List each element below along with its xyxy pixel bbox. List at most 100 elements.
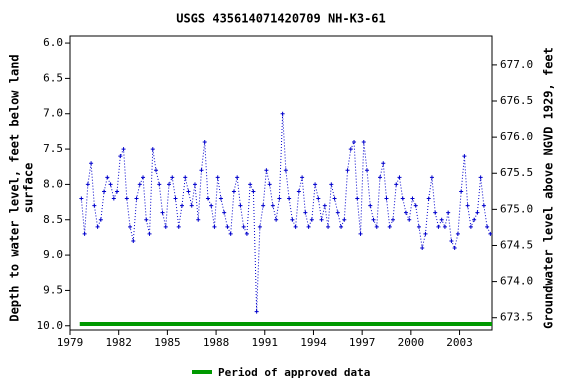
data-point	[241, 224, 246, 229]
data-point	[309, 217, 314, 222]
data-point	[433, 210, 438, 215]
data-point	[335, 210, 340, 215]
data-point	[144, 217, 149, 222]
y2-tick-label: 675.5	[500, 166, 533, 179]
data-point	[209, 203, 214, 208]
data-point	[173, 196, 178, 201]
data-point	[274, 217, 279, 222]
data-point	[439, 217, 444, 222]
data-point	[131, 238, 136, 243]
data-point	[147, 231, 152, 236]
data-point	[287, 196, 292, 201]
data-point	[124, 196, 129, 201]
data-point	[403, 210, 408, 215]
data-point	[371, 217, 376, 222]
data-point	[348, 147, 353, 152]
data-point	[163, 224, 168, 229]
y2-tick-label: 674.0	[500, 275, 533, 288]
y2-tick-label: 673.5	[500, 311, 533, 324]
data-point	[137, 182, 142, 187]
data-point	[218, 196, 223, 201]
data-point	[449, 238, 454, 243]
data-point	[102, 189, 107, 194]
data-point	[179, 203, 184, 208]
data-point	[410, 196, 415, 201]
x-tick-label: 1985	[154, 336, 181, 349]
data-point	[92, 203, 97, 208]
data-point	[472, 217, 477, 222]
data-point	[293, 224, 298, 229]
data-point	[121, 147, 126, 152]
data-point	[378, 175, 383, 180]
y-tick-label: 9.0	[43, 248, 63, 261]
data-point	[251, 189, 256, 194]
data-point	[397, 175, 402, 180]
data-point	[313, 182, 318, 187]
data-point	[436, 224, 441, 229]
data-point	[176, 224, 181, 229]
data-point	[257, 224, 262, 229]
data-point	[387, 224, 392, 229]
data-point	[413, 203, 418, 208]
data-point	[277, 196, 282, 201]
data-point	[186, 189, 191, 194]
data-point	[154, 168, 159, 173]
data-point	[468, 224, 473, 229]
data-point	[300, 175, 305, 180]
data-point	[167, 182, 172, 187]
data-point	[183, 175, 188, 180]
data-point	[111, 196, 116, 201]
data-point	[384, 196, 389, 201]
data-point	[244, 231, 249, 236]
data-point	[326, 224, 331, 229]
data-point	[264, 168, 269, 173]
data-point	[254, 309, 259, 314]
y-tick-label: 6.0	[43, 36, 63, 49]
data-point	[390, 217, 395, 222]
data-point	[339, 224, 344, 229]
data-point	[105, 175, 110, 180]
data-point	[202, 140, 207, 145]
data-point	[196, 217, 201, 222]
data-point	[108, 182, 113, 187]
data-point	[225, 224, 230, 229]
data-point	[157, 182, 162, 187]
data-point	[303, 210, 308, 215]
data-line	[80, 113, 491, 312]
y2-axis-label: Groundwater level above NGVD 1929, feet	[542, 47, 556, 329]
data-point	[205, 196, 210, 201]
x-tick-label: 1988	[203, 336, 230, 349]
y-tick-label: 7.5	[43, 142, 63, 155]
data-point	[459, 189, 464, 194]
data-point	[98, 217, 103, 222]
y-tick-label: 6.5	[43, 71, 63, 84]
data-point	[82, 231, 87, 236]
data-point	[462, 154, 467, 159]
data-point	[478, 175, 483, 180]
y-tick-label: 7.0	[43, 107, 63, 120]
data-point	[290, 217, 295, 222]
data-point	[465, 203, 470, 208]
x-tick-label: 1991	[252, 336, 279, 349]
data-point	[420, 246, 425, 251]
data-point	[316, 196, 321, 201]
plot-frame	[69, 35, 493, 331]
data-point	[381, 161, 386, 166]
data-point	[261, 203, 266, 208]
x-tick-label: 1997	[349, 336, 376, 349]
data-point	[296, 189, 301, 194]
data-point	[358, 231, 363, 236]
data-point	[85, 182, 90, 187]
data-point	[329, 182, 334, 187]
data-point	[332, 196, 337, 201]
x-tick-label: 1982	[105, 336, 132, 349]
data-point	[361, 140, 366, 145]
data-point	[238, 203, 243, 208]
data-point	[446, 210, 451, 215]
y2-tick-label: 674.5	[500, 238, 533, 251]
data-point	[267, 182, 272, 187]
data-point	[248, 182, 253, 187]
y2-tick-label: 676.0	[500, 130, 533, 143]
y-axis-label: surface	[22, 163, 36, 214]
